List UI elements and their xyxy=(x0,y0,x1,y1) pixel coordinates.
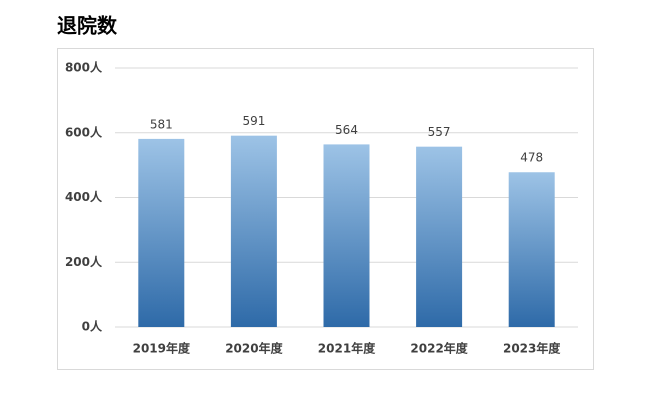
x-tick-label: 2019年度 xyxy=(133,341,191,356)
bar xyxy=(508,172,555,327)
data-label: 581 xyxy=(150,117,173,131)
bar xyxy=(416,146,463,327)
plot-frame xyxy=(57,48,594,370)
x-tick-label: 2021年度 xyxy=(318,341,376,356)
bar xyxy=(230,135,277,327)
data-label: 564 xyxy=(335,123,358,137)
chart-title: 退院数 xyxy=(57,14,118,38)
y-tick-label: 600人 xyxy=(65,124,103,139)
bar xyxy=(138,138,185,327)
data-label: 478 xyxy=(520,151,543,165)
data-label: 591 xyxy=(242,114,265,128)
x-tick-label: 2023年度 xyxy=(503,341,561,356)
x-tick-label: 2022年度 xyxy=(410,341,468,356)
x-tick-label: 2020年度 xyxy=(225,341,283,356)
y-tick-label: 200人 xyxy=(65,254,103,269)
y-tick-label: 0人 xyxy=(82,319,103,334)
data-label: 557 xyxy=(428,125,451,139)
bar xyxy=(323,144,370,327)
y-tick-label: 400人 xyxy=(65,189,103,204)
y-tick-label: 800人 xyxy=(65,60,103,75)
